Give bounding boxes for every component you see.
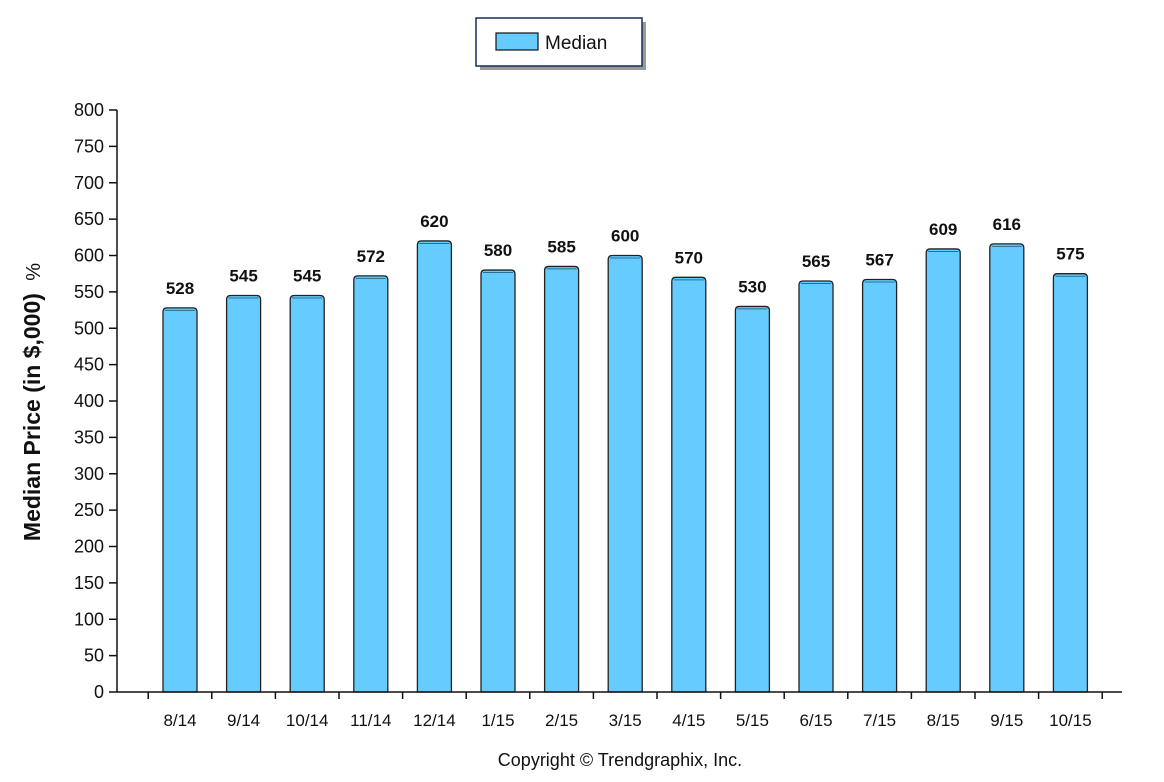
data-label: 567 [865, 251, 893, 270]
x-tick-label: 8/15 [927, 711, 960, 730]
data-label: 545 [229, 267, 257, 286]
data-label: 609 [929, 220, 957, 239]
bar-7-15 [861, 278, 898, 693]
y-tick-label: 50 [84, 646, 104, 666]
bar-9-14 [225, 294, 262, 693]
data-label: 580 [484, 241, 512, 260]
data-label: 600 [611, 227, 639, 246]
x-tick-label: 10/15 [1049, 711, 1092, 730]
bar-6-15 [798, 280, 834, 693]
bar-12-14 [416, 240, 453, 693]
bar-8-14 [162, 307, 198, 693]
x-tick-label: 2/15 [545, 711, 578, 730]
bar-9-15 [989, 243, 1025, 693]
y-tick-label: 700 [74, 173, 104, 193]
bars: 528 545 545 572 620 580 585 600 570 530 565 567 609 6… [162, 212, 1089, 693]
data-label: 616 [993, 215, 1021, 234]
bar-3-15 [607, 254, 643, 693]
legend-swatch [495, 32, 539, 51]
data-label: 570 [675, 248, 703, 267]
y-tick-label: 300 [74, 464, 104, 484]
y-tick-label: 500 [74, 318, 104, 338]
y-tick-label: 750 [74, 136, 104, 156]
y-tick-label: 250 [74, 500, 104, 520]
y-tick-label: 650 [74, 209, 104, 229]
y-axis-title: Median Price (in $,000) % [19, 263, 45, 541]
data-label: 620 [420, 212, 448, 231]
bar-10-14 [289, 294, 325, 693]
y-axis: 0 50 100 150 200 250 300 350 400 450 500 550 600 650 7… [74, 100, 118, 702]
data-label: 565 [802, 252, 830, 271]
x-tick-label: 7/15 [863, 711, 896, 730]
y-tick-label: 800 [74, 100, 104, 120]
x-tick-label: 10/14 [286, 711, 329, 730]
legend: Median [475, 17, 646, 70]
x-tick-label: 9/14 [227, 711, 260, 730]
bar-1-15 [480, 269, 516, 693]
x-tick-label: 3/15 [609, 711, 642, 730]
bar-5-15 [734, 305, 771, 693]
x-tick-label: 8/14 [163, 711, 196, 730]
x-tick-label: 12/14 [413, 711, 456, 730]
legend-label: Median [545, 33, 607, 54]
y-tick-label: 450 [74, 355, 104, 375]
y-tick-label: 100 [74, 609, 104, 629]
data-label: 545 [293, 267, 321, 286]
x-tick-label: 6/15 [799, 711, 832, 730]
y-tick-label: 600 [74, 246, 104, 266]
y-axis-title-text: Median Price (in $,000) [19, 293, 45, 541]
data-label: 575 [1056, 245, 1084, 264]
x-tick-label: 9/15 [990, 711, 1023, 730]
x-tick-label: 11/14 [350, 711, 391, 730]
x-tick-label: 4/15 [672, 711, 705, 730]
data-label: 585 [547, 237, 575, 256]
data-label: 530 [738, 277, 766, 296]
x-tick-label: 5/15 [736, 711, 769, 730]
bar-4-15 [671, 276, 707, 693]
bar-11-14 [353, 275, 389, 693]
x-tick-label: 1/15 [481, 711, 514, 730]
y-tick-label: 350 [74, 427, 104, 447]
data-label: 528 [166, 279, 194, 298]
y-tick-label: 200 [74, 537, 104, 557]
y-tick-label: 150 [74, 573, 104, 593]
bar-10-15 [1052, 273, 1089, 693]
y-axis-title-suffix: % [23, 263, 45, 281]
y-tick-label: 0 [94, 682, 104, 702]
x-axis: 8/14 9/14 10/14 11/14 12/14 1/15 2/15 3/15 4/15 5… [117, 691, 1122, 730]
bar-8-15 [925, 248, 961, 693]
data-label: 572 [357, 247, 385, 266]
bar-2-15 [543, 265, 580, 693]
y-tick-label: 550 [74, 282, 104, 302]
y-tick-label: 400 [74, 391, 104, 411]
copyright-footer: Copyright © Trendgraphix, Inc. [498, 750, 742, 770]
